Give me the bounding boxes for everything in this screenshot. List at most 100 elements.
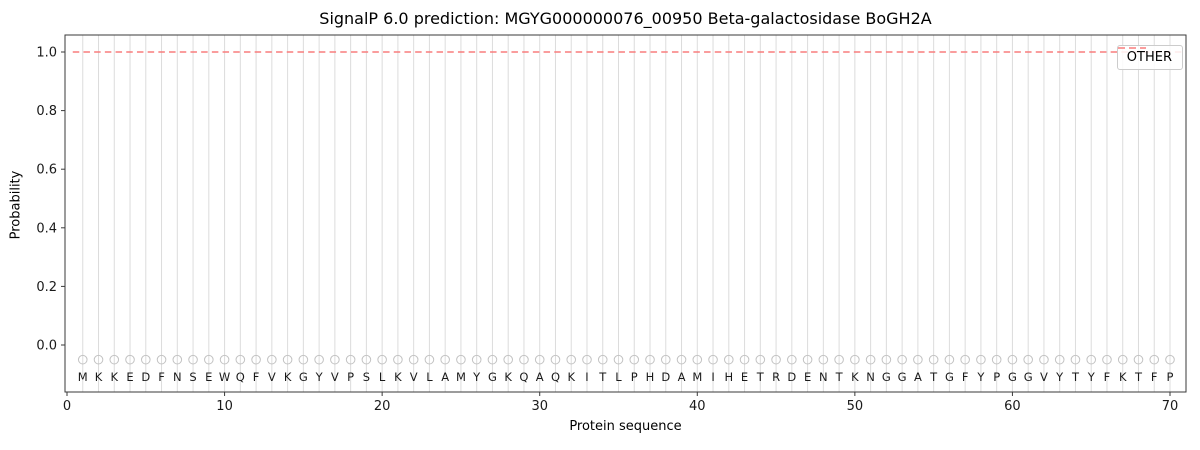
residue-marker — [188, 354, 198, 365]
residue-marker — [377, 354, 387, 365]
residue-letter: G — [898, 370, 907, 384]
residue-letter: S — [189, 370, 196, 384]
residue-marker — [298, 354, 309, 365]
residue-letter: E — [205, 370, 212, 384]
residue-marker — [1070, 354, 1081, 365]
residue-letter: Y — [315, 370, 324, 384]
residue-marker — [802, 354, 813, 365]
plot-border — [64, 34, 1187, 393]
y-tick-label: 0.8 — [36, 104, 57, 119]
residue-letter: T — [929, 370, 938, 384]
residue-marker — [928, 354, 939, 365]
residue-marker — [850, 354, 860, 365]
residue-marker — [471, 354, 482, 365]
residue-letter: K — [851, 370, 859, 384]
residue-letter: T — [1071, 370, 1080, 384]
residue-marker — [440, 354, 450, 365]
residue-letter: P — [993, 370, 1000, 384]
residue-marker — [566, 354, 577, 365]
residue-letter: S — [363, 370, 370, 384]
residue-marker — [1117, 354, 1128, 365]
residue-letter: P — [347, 370, 354, 384]
residue-marker — [140, 354, 151, 365]
residue-marker — [645, 354, 655, 365]
residue-marker — [93, 354, 104, 365]
residue-letter: D — [661, 370, 670, 384]
residue-marker — [282, 354, 293, 365]
residue-marker — [235, 354, 246, 365]
residue-marker — [330, 354, 340, 365]
residue-marker — [944, 354, 955, 365]
residue-letter: V — [268, 370, 276, 384]
residue-letter: M — [692, 370, 702, 384]
x-tick-label: 60 — [1004, 399, 1021, 414]
residue-letter: G — [882, 370, 891, 384]
residue-letter: G — [488, 370, 497, 384]
residue-letter: P — [1167, 370, 1174, 384]
residue-marker — [156, 354, 167, 365]
residue-marker — [582, 354, 592, 365]
residue-letter: N — [173, 370, 182, 384]
residue-marker — [739, 354, 750, 365]
residue-letter: G — [1008, 370, 1017, 384]
residue-letter: K — [284, 370, 292, 384]
residue-marker — [267, 354, 277, 365]
residue-letter: K — [1119, 370, 1127, 384]
residue-marker — [629, 354, 640, 365]
residue-marker — [692, 354, 703, 365]
residue-letter: R — [772, 370, 780, 384]
residue-letter: Q — [551, 370, 560, 384]
y-tick-label: 0.0 — [36, 339, 57, 354]
residue-marker — [251, 354, 261, 365]
residue-letter: V — [410, 370, 418, 384]
residue-marker — [519, 354, 529, 365]
residue-letter: V — [1040, 370, 1048, 384]
residue-letter: Y — [976, 370, 985, 384]
residue-letter: K — [110, 370, 118, 384]
residue-marker — [991, 354, 1002, 365]
residue-letter: T — [835, 370, 844, 384]
residue-marker — [755, 354, 766, 365]
residue-letter: D — [787, 370, 796, 384]
residue-letter: K — [504, 370, 512, 384]
residue-marker — [204, 354, 214, 365]
legend-label: OTHER — [1126, 50, 1172, 65]
residue-marker — [314, 354, 324, 365]
residue-marker — [834, 354, 844, 365]
residue-marker — [976, 354, 986, 365]
residue-marker — [865, 354, 876, 365]
residue-marker — [1054, 354, 1065, 365]
residue-marker — [1023, 354, 1033, 365]
residue-letter: H — [724, 370, 733, 384]
residue-letter: M — [456, 370, 466, 384]
x-tick-label: 50 — [847, 399, 864, 414]
residue-marker — [881, 354, 892, 365]
residue-marker — [613, 354, 624, 365]
residue-marker — [818, 354, 829, 365]
residue-marker — [771, 354, 781, 365]
x-tick-label: 30 — [531, 399, 548, 414]
residue-letter: F — [1151, 370, 1158, 384]
residue-marker — [550, 354, 561, 365]
residue-marker — [787, 354, 797, 365]
residue-letter: T — [756, 370, 765, 384]
x-axis-label: Protein sequence — [569, 419, 682, 434]
residue-marker — [125, 354, 135, 365]
residue-marker — [219, 354, 230, 365]
residue-letter: E — [741, 370, 748, 384]
residue-letter: L — [426, 370, 433, 384]
residue-marker — [361, 354, 372, 365]
residue-marker — [1149, 354, 1160, 365]
residue-marker — [109, 354, 120, 365]
residue-letter: K — [95, 370, 103, 384]
x-tick-label: 70 — [1162, 399, 1179, 414]
residue-marker — [724, 354, 734, 365]
residue-letter: A — [536, 370, 544, 384]
residue-marker — [1007, 354, 1018, 365]
residue-marker — [345, 354, 356, 365]
residue-marker — [503, 354, 514, 365]
residue-marker — [172, 354, 183, 365]
y-tick-label: 0.4 — [36, 221, 57, 236]
residue-marker — [676, 354, 687, 365]
